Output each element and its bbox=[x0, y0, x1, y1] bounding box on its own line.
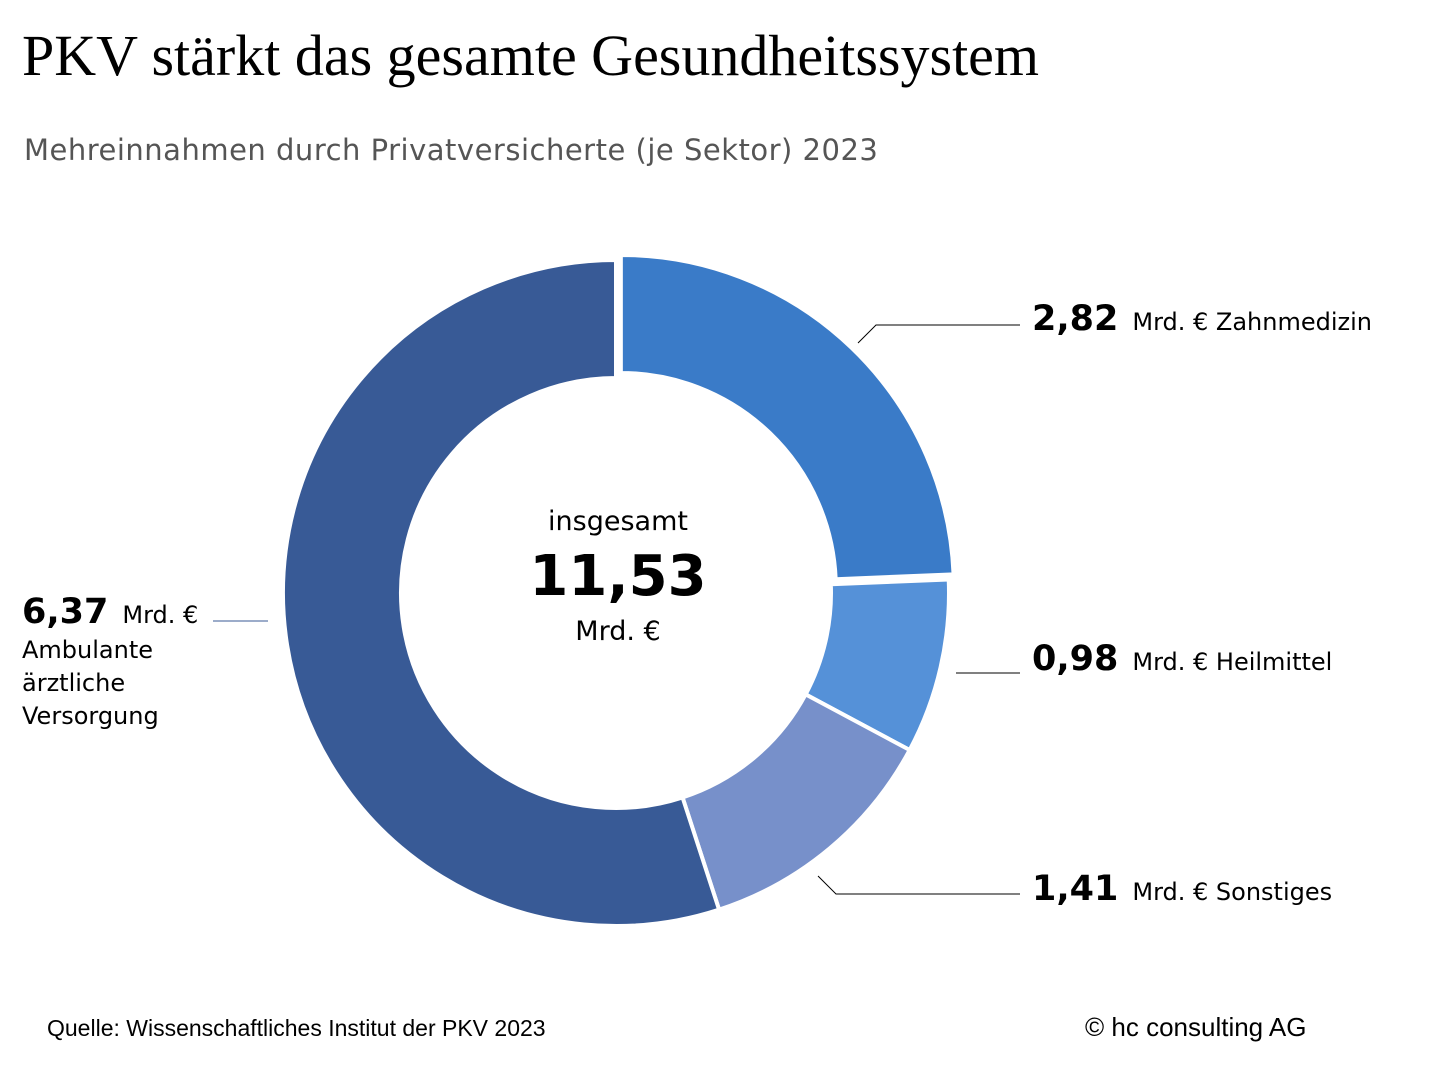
source-note: Quelle: Wissenschaftliches Institut der … bbox=[47, 1015, 546, 1041]
data-label-heilmittel-value: 0,98 bbox=[1032, 639, 1118, 679]
data-label-sonstiges-text: Mrd. € Sonstiges bbox=[1132, 878, 1332, 906]
data-label-heilmittel-text: Mrd. € Heilmittel bbox=[1132, 648, 1332, 676]
data-label-ambulant-value: 6,37 bbox=[22, 592, 108, 632]
copyright-note: © hc consulting AG bbox=[1085, 1012, 1307, 1042]
data-label-ambulant-line1: Ambulante bbox=[22, 636, 153, 664]
data-label-zahnmedizin: 2,82 Mrd. € Zahnmedizin bbox=[1032, 299, 1372, 339]
center-total-value: 11,53 bbox=[529, 544, 706, 609]
data-label-ambulant: 6,37 Mrd. € bbox=[22, 592, 198, 632]
center-label: insgesamt bbox=[548, 506, 688, 537]
data-label-heilmittel: 0,98 Mrd. € Heilmittel bbox=[1032, 639, 1332, 679]
center-unit: Mrd. € bbox=[575, 616, 660, 647]
data-label-zahnmedizin-text: Mrd. € Zahnmedizin bbox=[1132, 308, 1372, 336]
leader-line-zahnmedizin bbox=[857, 324, 1020, 344]
slice-zahnmedizin bbox=[618, 252, 956, 582]
chart-subtitle: Mehreinnahmen durch Privatversicherte (j… bbox=[24, 133, 879, 167]
data-label-sonstiges-value: 1,41 bbox=[1032, 869, 1118, 909]
data-label-ambulant-line3: Versorgung bbox=[22, 702, 159, 730]
data-label-ambulant-line2: ärztliche bbox=[22, 669, 125, 697]
donut-slices bbox=[281, 252, 956, 928]
slice-ambulante-ärztliche-versorgung bbox=[281, 257, 722, 928]
data-label-sonstiges: 1,41 Mrd. € Sonstiges bbox=[1032, 869, 1332, 909]
data-label-ambulant-unit: Mrd. € bbox=[122, 601, 198, 629]
data-label-zahnmedizin-value: 2,82 bbox=[1032, 299, 1118, 339]
chart-title: PKV stärkt das gesamte Gesundheitssystem bbox=[22, 23, 1040, 88]
leader-line-sonstiges bbox=[817, 875, 1020, 895]
